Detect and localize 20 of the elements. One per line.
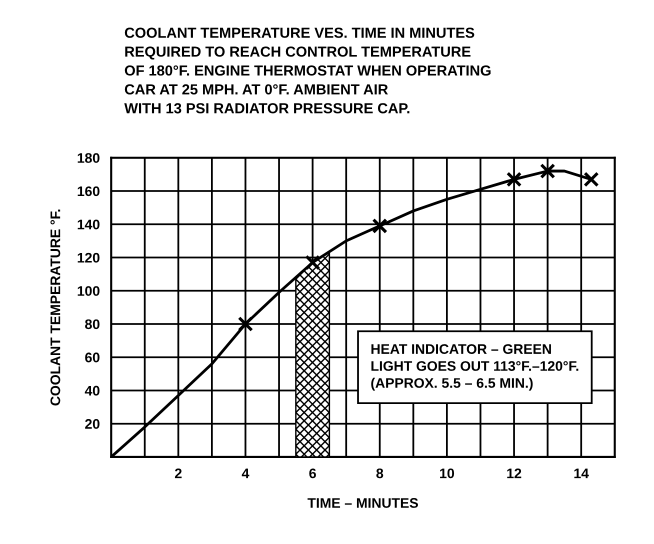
y-tick-label: 80 bbox=[85, 319, 100, 330]
y-tick-label: 20 bbox=[85, 419, 100, 429]
y-tick-label: 140 bbox=[78, 220, 100, 230]
y-tick-label: 120 bbox=[78, 252, 100, 263]
x-tick-label: 4 bbox=[242, 468, 250, 478]
x-tick-label: 8 bbox=[376, 468, 384, 478]
y-tick-label: 40 bbox=[84, 386, 100, 396]
x-axis-title: TIME – MINUTES bbox=[308, 498, 418, 508]
x-tick-label: 10 bbox=[440, 468, 454, 478]
y-tick-label: 60 bbox=[85, 352, 100, 362]
y-tick-label: 100 bbox=[78, 286, 100, 296]
x-tick-label: 2 bbox=[174, 468, 182, 478]
y-axis-title: COOLANT TEMPERATURE °F. bbox=[50, 210, 60, 406]
x-tick-label: 12 bbox=[507, 468, 522, 478]
x-tick-label: 6 bbox=[309, 468, 316, 478]
x-tick-label: 14 bbox=[574, 468, 589, 478]
y-tick-label: 160 bbox=[78, 186, 100, 196]
annotation: HEAT INDICATOR – GREEN LIGHT GOES OUT 113°F.–120°F. (APPROX. 5.5 – 6.5 MIN.) bbox=[371, 344, 578, 391]
chart-title: COOLANT TEMPERATURE VES. TIME IN MINUTES REQUIRED TO REACH CONTROL TEMPERATURE OF 180°F. ENGINE THERMOSTAT WHEN OPERATING CAR AT 25 MPH. AT 0°F. AMBIENT AIR WITH 13 PSI RADIATOR PRESSURE CAP. bbox=[124, 28, 491, 114]
y-tick-label: 180 bbox=[78, 153, 100, 163]
